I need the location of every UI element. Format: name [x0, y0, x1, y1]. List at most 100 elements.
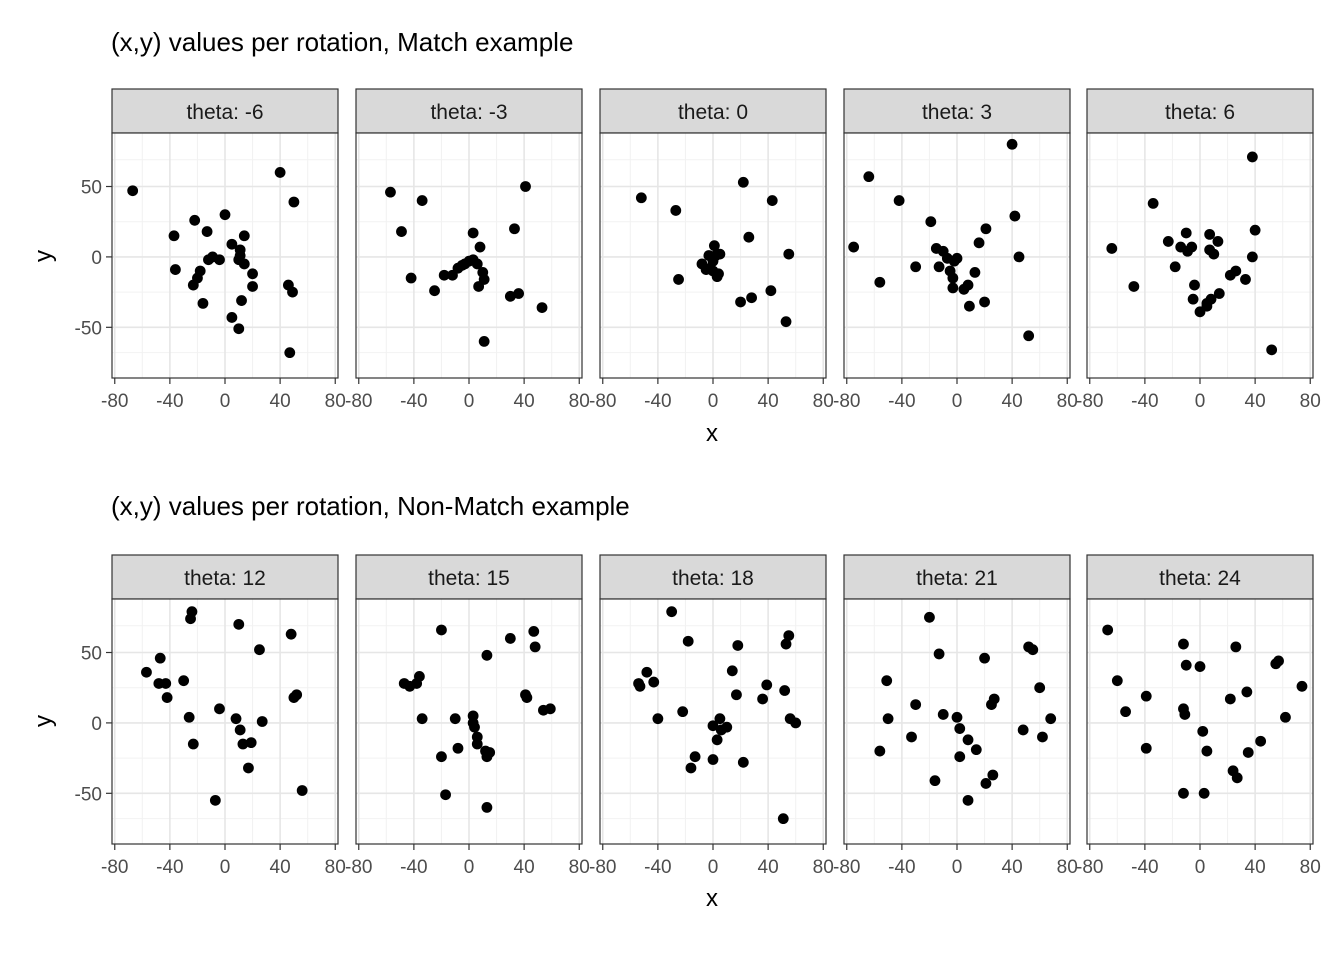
data-point	[528, 625, 540, 637]
data-point	[910, 261, 922, 273]
x-tick-label: -40	[888, 857, 915, 878]
x-tick-label: 40	[514, 857, 535, 878]
data-point	[449, 713, 461, 725]
data-point	[1140, 690, 1152, 702]
data-point	[471, 738, 483, 750]
x-tick-label: -40	[400, 857, 427, 878]
data-point	[707, 720, 719, 732]
data-point	[1027, 644, 1039, 656]
data-point	[979, 296, 990, 308]
data-point	[236, 295, 247, 306]
x-tick-label: -40	[400, 391, 427, 412]
data-point	[947, 272, 959, 284]
data-point	[1169, 261, 1181, 273]
data-point	[1246, 151, 1258, 163]
panel-0-2: theta: 0 -80 -40 0 40 80	[589, 88, 834, 412]
data-point	[954, 723, 966, 734]
data-point	[708, 240, 720, 252]
data-point	[874, 745, 886, 757]
chart-non-match: (x,y) values per rotation, Non-Match exa…	[30, 491, 1321, 912]
data-point	[256, 716, 268, 727]
data-point	[436, 624, 447, 636]
data-point	[973, 237, 985, 249]
data-point	[219, 209, 231, 221]
x-tick-label: -80	[101, 857, 128, 878]
data-point	[288, 196, 300, 208]
data-point	[735, 296, 746, 308]
data-point	[467, 227, 479, 239]
data-point	[416, 713, 428, 725]
data-point	[1178, 787, 1189, 799]
data-point	[757, 693, 769, 705]
data-point	[521, 692, 533, 703]
data-point	[469, 721, 480, 733]
data-point	[1162, 236, 1174, 247]
x-tick-label: 0	[220, 391, 231, 412]
data-point	[484, 747, 496, 758]
data-point	[947, 282, 959, 294]
data-point	[274, 167, 286, 178]
data-point	[964, 300, 975, 312]
data-point	[238, 230, 250, 242]
data-point	[874, 276, 886, 288]
data-point	[438, 269, 450, 281]
data-point	[141, 666, 152, 678]
data-point	[1106, 243, 1118, 254]
x-tick-label: -80	[589, 857, 616, 878]
facet-strip	[599, 88, 827, 134]
chart-title-non-match: (x,y) values per rotation, Non-Match exa…	[111, 491, 630, 521]
x-tick-label: 40	[758, 857, 779, 878]
data-point	[980, 778, 992, 789]
panel-1-2: theta: 18 -80 -40 0 40 80	[589, 554, 834, 878]
data-point	[969, 266, 981, 278]
x-tick-label: 40	[1245, 857, 1266, 878]
data-point	[1296, 680, 1308, 692]
x-axis-title-non-match: x	[706, 885, 718, 912]
facet-label: theta: 24	[1159, 567, 1241, 590]
facet-label: theta: -3	[430, 101, 507, 124]
data-point	[1037, 731, 1048, 743]
data-point	[721, 721, 733, 733]
x-tick-label: -80	[833, 857, 860, 878]
data-point	[1006, 138, 1018, 150]
x-tick-label: 80	[1057, 857, 1078, 878]
panel-0-4: theta: 6 -80 -40 0 40 80	[1076, 88, 1321, 412]
data-point	[473, 281, 485, 292]
data-point	[254, 644, 265, 656]
chart-title-match: (x,y) values per rotation, Match example	[111, 27, 573, 57]
data-point	[509, 223, 520, 235]
data-point	[761, 679, 773, 691]
data-point	[169, 264, 181, 275]
data-point	[1034, 682, 1046, 694]
x-tick-label: 40	[270, 391, 291, 412]
x-tick-label: 80	[1057, 391, 1078, 412]
data-point	[245, 737, 257, 749]
y-tick-label: 50	[81, 644, 102, 665]
data-point	[226, 312, 238, 323]
data-point	[648, 676, 660, 688]
data-point	[440, 789, 451, 801]
data-point	[962, 279, 974, 291]
data-point	[481, 801, 493, 813]
data-point	[714, 713, 726, 725]
facet-label: theta: 3	[922, 101, 992, 124]
x-tick-label: -80	[345, 391, 372, 412]
x-tick-label: 80	[569, 391, 590, 412]
data-point	[910, 699, 922, 711]
data-point	[689, 751, 701, 763]
x-tick-label: -80	[1076, 857, 1103, 878]
facet-strip	[599, 554, 827, 600]
data-point	[405, 272, 417, 284]
x-tick-label: 40	[758, 391, 779, 412]
data-point	[1128, 281, 1140, 292]
data-point	[1201, 297, 1213, 309]
x-tick-label: -80	[101, 391, 128, 412]
x-tick-label: 0	[952, 391, 963, 412]
data-point	[520, 181, 531, 192]
data-point	[284, 347, 296, 359]
data-point	[504, 290, 516, 302]
data-point	[296, 785, 308, 796]
data-point	[731, 689, 742, 701]
data-point	[1186, 241, 1198, 253]
data-point	[416, 195, 428, 206]
